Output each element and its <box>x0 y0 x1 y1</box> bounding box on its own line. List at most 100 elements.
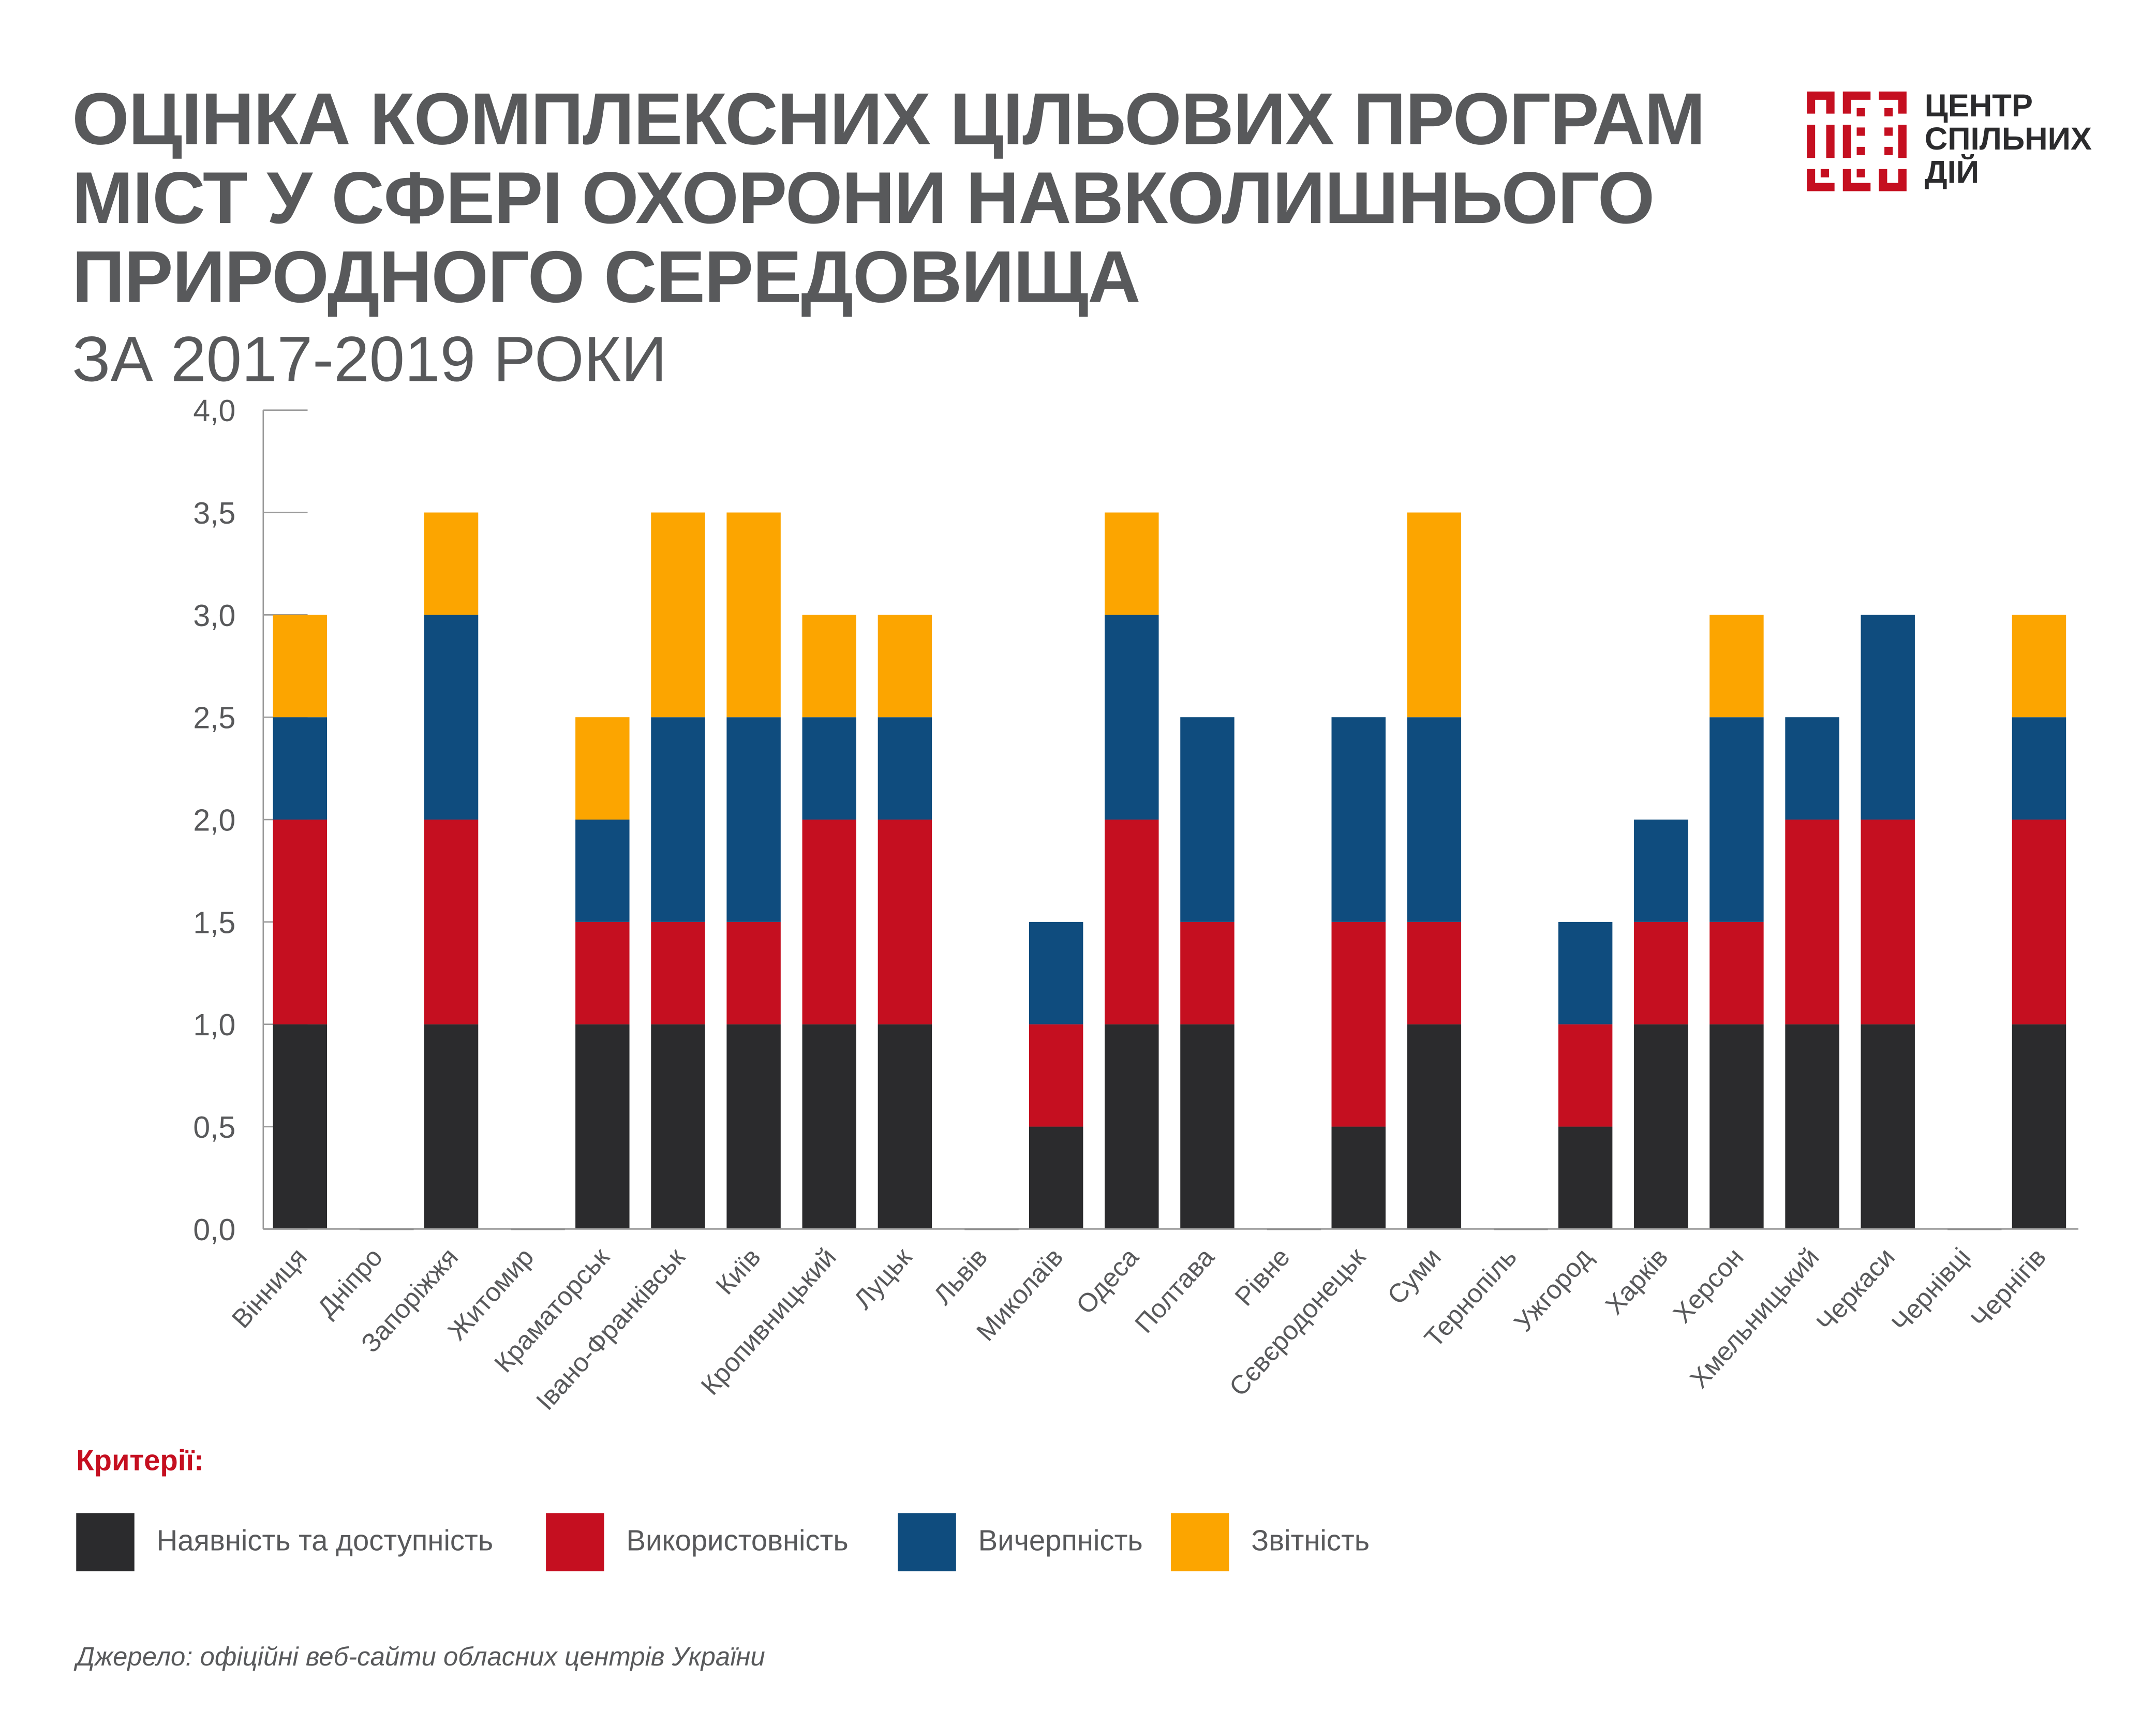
bar-segment <box>651 512 705 718</box>
x-tick-label: Сєвєродонецьк <box>1223 1242 1371 1402</box>
y-tick-label: 0,0 <box>193 1213 235 1247</box>
bar-segment <box>424 512 479 615</box>
bar-segment <box>424 1024 479 1229</box>
bar-segment <box>424 615 479 820</box>
bar-segment <box>1180 921 1235 1024</box>
bar-segment <box>651 717 705 922</box>
bar-segment <box>1105 820 1159 1024</box>
stacked-bar-chart: 0,0 0,5 1,0 1,5 2,0 2,5 3,0 3,5 4,0 ВінницяДніпро… <box>193 394 2078 1416</box>
bar-segment <box>1558 1126 1613 1229</box>
bar-segment <box>726 717 781 922</box>
legend-item: Наявність та доступність <box>76 1513 493 1571</box>
bar-segment <box>878 615 932 718</box>
bar-segment <box>1407 921 1462 1024</box>
bar-segment <box>726 512 781 718</box>
bar-segment <box>802 1024 856 1229</box>
bar-segment <box>2012 1024 2066 1229</box>
x-tick-label: Львів <box>928 1242 993 1310</box>
x-tick-label: Одеса <box>1070 1242 1144 1319</box>
y-tick-label: 2,5 <box>193 702 235 735</box>
x-tick-label: Полтава <box>1129 1242 1220 1339</box>
legend-item: Використовність <box>546 1513 849 1571</box>
bar-segment <box>726 921 781 1024</box>
x-tick-label: Рівне <box>1229 1242 1295 1312</box>
bar-segment <box>726 1024 781 1229</box>
bar-segment <box>1029 1024 1083 1127</box>
x-tick-label: Чернігів <box>1965 1242 2051 1334</box>
legend-label: Звітність <box>1251 1525 1370 1558</box>
bar-segment <box>1861 820 1915 1024</box>
bar-segment <box>273 717 328 820</box>
legend-item: Звітність <box>1170 1513 1370 1571</box>
bar-segment <box>273 615 328 718</box>
x-tick-label: Дніпро <box>311 1242 388 1323</box>
bar-segment <box>1105 512 1159 615</box>
x-tick-label: Суми <box>1381 1242 1447 1310</box>
bar-segment <box>2012 615 2066 718</box>
logo-icon <box>1807 91 1907 191</box>
bar-segment <box>1180 717 1235 922</box>
bar-segment <box>878 717 932 820</box>
bar-segment <box>575 717 630 820</box>
bar-segment <box>1785 820 1839 1024</box>
legend-swatch <box>76 1513 135 1571</box>
subtitle: ЗА 2017-2019 РОКИ <box>72 322 667 395</box>
bar-segment <box>802 820 856 1024</box>
x-tick-label: Черкаси <box>1810 1242 1900 1337</box>
bar-segment <box>1558 921 1613 1024</box>
bar-segment <box>1407 512 1462 718</box>
bar-segment <box>1861 615 1915 820</box>
bar-segment <box>424 820 479 1024</box>
y-tick-label: 4,0 <box>193 394 235 428</box>
bar-segment <box>651 1024 705 1229</box>
bar-segment <box>878 1024 932 1229</box>
legend-title: Критерії: <box>76 1445 204 1477</box>
x-tick-label: Ужгород <box>1508 1242 1598 1337</box>
bar-segment <box>1634 1024 1688 1229</box>
bar-segment <box>1105 615 1159 820</box>
bar-segment <box>1709 615 1764 718</box>
bar-segment <box>651 921 705 1024</box>
page-title: ОЦІНКА КОМПЛЕКСНИХ ЦІЛЬОВИХ ПРОГРАМ МІСТ… <box>72 80 1705 317</box>
bar-segment <box>802 615 856 718</box>
bar-segment <box>273 1024 328 1229</box>
bar-segment <box>1709 717 1764 922</box>
source-note: Джерело: офіційні веб-сайти обласних цен… <box>76 1643 765 1673</box>
bar-segment <box>1407 717 1462 922</box>
y-tick-label: 0,5 <box>193 1111 235 1144</box>
bar-segment <box>1407 1024 1462 1229</box>
x-tick-label: Київ <box>710 1242 766 1300</box>
bar-segment <box>2012 820 2066 1024</box>
legend-label: Наявність та доступність <box>156 1525 494 1558</box>
bar-segment <box>1634 820 1688 922</box>
bar-segment <box>1558 1024 1613 1127</box>
legend-label: Вичерпність <box>978 1525 1143 1558</box>
legend-swatch <box>1170 1513 1229 1571</box>
y-tick-label: 3,0 <box>193 599 235 633</box>
bar-segment <box>1785 1024 1839 1229</box>
bar-segment <box>575 1024 630 1229</box>
bar-segment <box>1180 1024 1235 1229</box>
x-tick-label: Луцьк <box>848 1242 918 1315</box>
bar-segment <box>1331 1126 1386 1229</box>
bar-segment <box>1709 921 1764 1024</box>
logo-text: ЦЕНТР СПІЛЬНИХ ДІЙ <box>1925 88 2092 188</box>
y-tick-label: 1,5 <box>193 906 235 940</box>
legend-item: Вичерпність <box>898 1513 1143 1571</box>
y-tick-label: 1,0 <box>193 1008 235 1042</box>
bar-segment <box>1634 921 1688 1024</box>
bar-segment <box>1029 1126 1083 1229</box>
x-tick-label: Вінниця <box>226 1242 313 1334</box>
bar-segment <box>1709 1024 1764 1229</box>
x-tick-label: Чернівці <box>1886 1242 1976 1338</box>
x-tick-label: Хмельницький <box>1684 1242 1825 1394</box>
bar-segment <box>1331 921 1386 1127</box>
bar-segment <box>575 921 630 1024</box>
bar-segment <box>878 820 932 1024</box>
bar-segment <box>1029 921 1083 1024</box>
bar-segment <box>273 820 328 1024</box>
legend-swatch <box>546 1513 604 1571</box>
bar-segment <box>575 820 630 922</box>
bar-segment <box>1785 717 1839 820</box>
